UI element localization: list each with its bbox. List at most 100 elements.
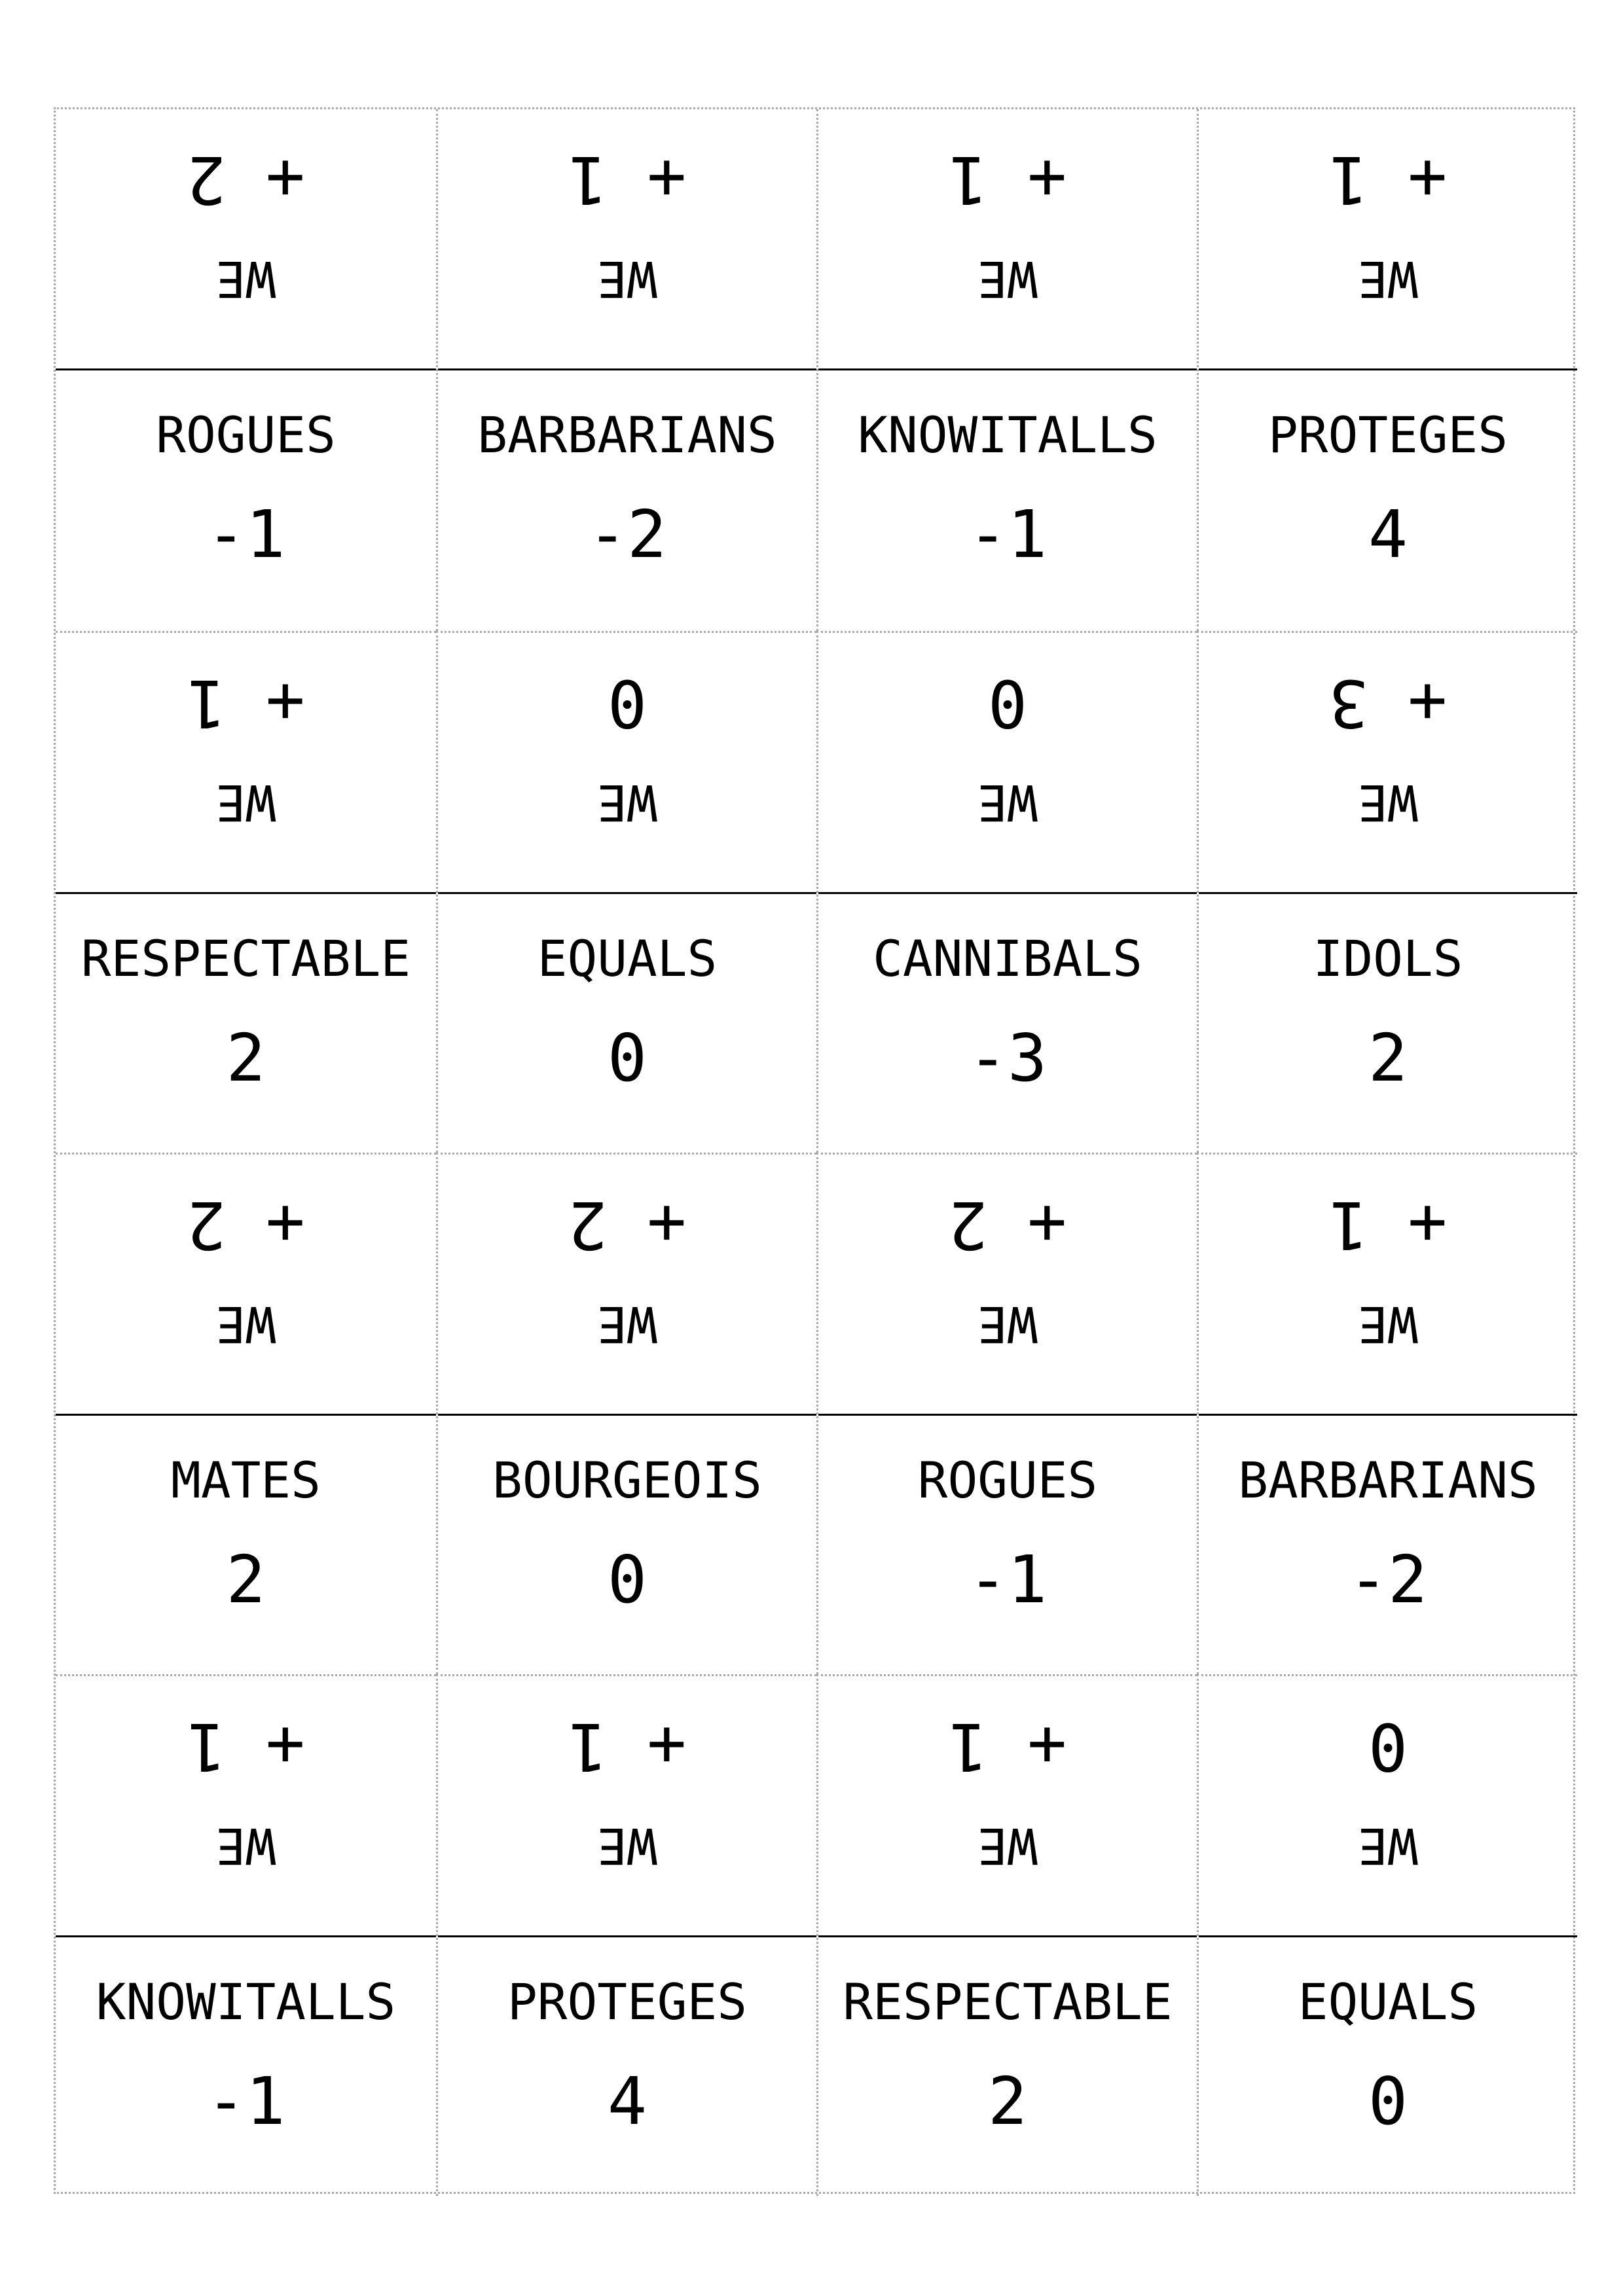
card-label: EQUALS	[537, 929, 718, 988]
card-value: -3	[968, 1020, 1048, 1096]
card-top-half: WE + 1	[1199, 109, 1577, 369]
card: WE + 1 PROTEGES 4	[436, 1674, 816, 2196]
card-value: 4	[1368, 496, 1408, 573]
card-bottom-half: BARBARIANS -2	[1199, 1416, 1577, 1676]
card-we-label: WE	[977, 250, 1038, 308]
card-top-half: WE 0	[1199, 1676, 1577, 1936]
card: WE + 1 BARBARIANS -2	[436, 109, 816, 631]
card-top-half: WE + 1	[438, 109, 816, 369]
card-we-label: WE	[215, 1295, 276, 1354]
card-label: ROGUES	[156, 406, 336, 464]
card-we-label: WE	[977, 1817, 1038, 1875]
card-bonus: + 1	[948, 141, 1067, 218]
card-label: RESPECTABLE	[81, 929, 411, 988]
card-label: BARBARIANS	[477, 406, 777, 464]
card-bottom-half: ROGUES -1	[56, 371, 436, 631]
card-bottom-half: KNOWITALLS -1	[56, 1938, 436, 2198]
fold-line	[1199, 892, 1577, 894]
card-bonus: 0	[607, 665, 647, 742]
card-bonus: 0	[1368, 1708, 1408, 1785]
card-bonus: + 1	[568, 141, 687, 218]
card-label: BARBARIANS	[1238, 1451, 1538, 1509]
card-top-half: WE + 1	[1199, 1155, 1577, 1414]
card-value: -2	[1348, 1541, 1428, 1618]
fold-line	[438, 892, 816, 894]
card-value: -1	[968, 496, 1048, 573]
card-bonus: + 1	[1328, 1187, 1448, 1263]
card-top-half: WE + 2	[438, 1155, 816, 1414]
card-we-label: WE	[215, 250, 276, 308]
card-we-label: WE	[215, 774, 276, 832]
fold-line	[1199, 368, 1577, 370]
card-we-label: WE	[215, 1817, 276, 1875]
card-bottom-half: EQUALS 0	[1199, 1938, 1577, 2198]
card-bottom-half: PROTEGES 4	[438, 1938, 816, 2198]
fold-line	[56, 892, 436, 894]
card: WE + 1 PROTEGES 4	[1197, 109, 1577, 631]
card-value: 0	[1368, 2063, 1408, 2140]
card: WE + 2 ROGUES -1	[816, 1153, 1197, 1674]
card-top-half: WE + 1	[56, 1676, 436, 1936]
card-top-half: WE + 1	[818, 109, 1197, 369]
card: WE + 2 ROGUES -1	[56, 109, 436, 631]
fold-line	[438, 368, 816, 370]
card-label: KNOWITALLS	[96, 1973, 396, 2031]
fold-line	[56, 1935, 436, 1937]
card-top-half: WE + 2	[818, 1155, 1197, 1414]
card-we-label: WE	[1358, 774, 1418, 832]
card-we-label: WE	[1358, 1295, 1418, 1354]
card-value: 2	[226, 1541, 266, 1618]
card-we-label: WE	[597, 1295, 657, 1354]
card-top-half: WE + 3	[1199, 633, 1577, 893]
card-value: 0	[607, 1020, 647, 1096]
card-bottom-half: ROGUES -1	[818, 1416, 1197, 1676]
card-we-label: WE	[597, 250, 657, 308]
card-top-half: WE 0	[438, 633, 816, 893]
card: WE 0 EQUALS 0	[1197, 1674, 1577, 2196]
fold-line	[56, 1414, 436, 1416]
card-bottom-half: RESPECTABLE 2	[818, 1938, 1197, 2198]
card-value: -1	[968, 1541, 1048, 1618]
card: WE + 1 KNOWITALLS -1	[56, 1674, 436, 2196]
card-bonus: + 2	[187, 141, 305, 218]
card-label: MATES	[171, 1451, 321, 1509]
card-value: -2	[587, 496, 667, 573]
card-we-label: WE	[597, 774, 657, 832]
card-label: CANNIBALS	[873, 929, 1142, 988]
fold-line	[56, 368, 436, 370]
card-label: BOURGEOIS	[492, 1451, 762, 1509]
card-sheet: WE + 2 ROGUES -1 WE + 1 BARBARIANS -2 WE…	[54, 107, 1577, 2196]
card-value: -1	[206, 2063, 285, 2140]
card: WE 0 CANNIBALS -3	[816, 631, 1197, 1153]
card: WE + 1 RESPECTABLE 2	[56, 631, 436, 1153]
fold-line	[438, 1414, 816, 1416]
card-bottom-half: RESPECTABLE 2	[56, 895, 436, 1155]
fold-line	[818, 368, 1197, 370]
card-top-half: WE + 1	[818, 1676, 1197, 1936]
card-label: ROGUES	[917, 1451, 1098, 1509]
card-label: IDOLS	[1313, 929, 1463, 988]
card: WE + 2 BOURGEOIS 0	[436, 1153, 816, 1674]
card-bonus: + 2	[568, 1187, 687, 1263]
card-bonus: + 1	[1328, 141, 1448, 218]
fold-line	[818, 1414, 1197, 1416]
card-value: 4	[607, 2063, 647, 2140]
card-value: -1	[206, 496, 285, 573]
card-we-label: WE	[1358, 250, 1418, 308]
card-top-half: WE + 2	[56, 109, 436, 369]
card: WE + 1 KNOWITALLS -1	[816, 109, 1197, 631]
card-top-half: WE + 1	[438, 1676, 816, 1936]
card-bottom-half: IDOLS 2	[1199, 895, 1577, 1155]
card: WE + 1 RESPECTABLE 2	[816, 1674, 1197, 2196]
card-bottom-half: EQUALS 0	[438, 895, 816, 1155]
card-value: 2	[226, 1020, 266, 1096]
card-bottom-half: BARBARIANS -2	[438, 371, 816, 631]
fold-line	[818, 1935, 1197, 1937]
card-we-label: WE	[977, 774, 1038, 832]
card-value: 2	[987, 2063, 1028, 2140]
card-top-half: WE + 2	[56, 1155, 436, 1414]
card: WE + 1 BARBARIANS -2	[1197, 1153, 1577, 1674]
card-bonus: + 1	[568, 1708, 687, 1785]
fold-line	[438, 1935, 816, 1937]
card-bonus: + 2	[948, 1187, 1067, 1263]
